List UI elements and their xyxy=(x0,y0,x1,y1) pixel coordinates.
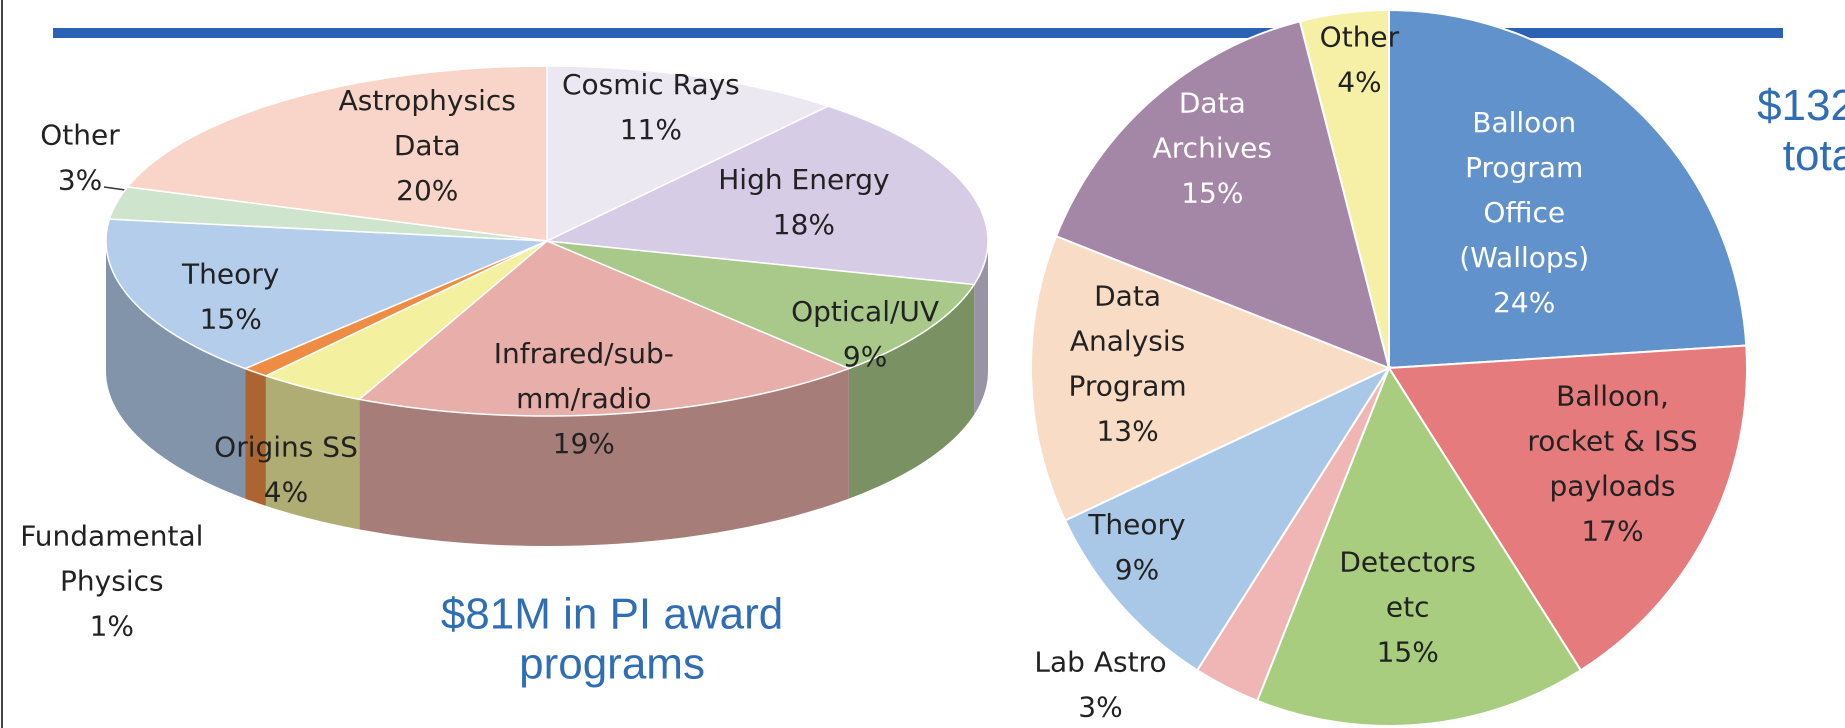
slice-label: Balloon, rocket & ISS payloads xyxy=(1527,379,1697,502)
slice-label: Infrared/sub-mm/radio xyxy=(494,337,674,415)
slice-label: Balloon Program Office (Wallops) xyxy=(1459,106,1589,274)
slice-value: 9% xyxy=(843,340,887,373)
slice-value: 9% xyxy=(1115,553,1159,586)
pie-slice xyxy=(546,65,831,243)
slice-label: Data Archives xyxy=(1153,86,1272,164)
slice-label: Origins SS xyxy=(214,430,358,463)
slice-value: 15% xyxy=(200,302,262,335)
slice-value: 1% xyxy=(90,610,134,643)
slice-value: 17% xyxy=(1581,514,1643,547)
pie-slice xyxy=(1030,234,1392,522)
slice-label: High Energy xyxy=(718,163,889,196)
chart-title: $132Mtotal xyxy=(1757,81,1845,180)
slice-label: Optical/UV xyxy=(791,295,939,328)
pie-slice xyxy=(1063,365,1392,672)
slice-label: Lab Astro xyxy=(1034,646,1166,679)
pie-side xyxy=(848,284,975,499)
slice-value: 13% xyxy=(1096,414,1158,447)
pie-slice xyxy=(1255,365,1583,727)
chart-title: $81M in PI award programs xyxy=(441,589,783,688)
slice-label: Astrophysics Data xyxy=(339,84,516,162)
slice-value: 3% xyxy=(1078,691,1122,724)
pie-slice xyxy=(105,218,548,370)
pie-slice xyxy=(544,105,989,286)
pie-slice xyxy=(1388,8,1748,370)
pie-side xyxy=(359,368,849,546)
slice-label: Detectors etc xyxy=(1339,546,1476,624)
slice-value: 4% xyxy=(1337,66,1381,99)
slice-label: Cosmic Rays xyxy=(562,68,740,101)
slice-value: 11% xyxy=(620,113,682,146)
slice-label: Data Analysis Program xyxy=(1068,279,1186,402)
pie-slice xyxy=(126,65,548,242)
pie-slice xyxy=(1054,20,1391,370)
slice-value: 24% xyxy=(1493,286,1555,319)
slice-label: Fundamental Physics xyxy=(20,520,203,598)
slice-value: 18% xyxy=(773,208,835,241)
pie-slice xyxy=(1387,344,1748,672)
pie-slice xyxy=(357,240,851,417)
slice-value: 15% xyxy=(1181,176,1243,209)
slice-value: 3% xyxy=(58,163,102,196)
pie-side xyxy=(265,375,360,530)
slice-label: Other xyxy=(40,118,120,151)
slice-value: 20% xyxy=(396,174,458,207)
pie-slice xyxy=(546,240,976,370)
pie-slice xyxy=(1298,8,1390,369)
slice-value: 4% xyxy=(264,475,308,508)
slice-label: Theory xyxy=(1087,508,1185,541)
slice-value: 19% xyxy=(553,427,615,460)
pie-slice xyxy=(243,240,548,377)
pie-side xyxy=(106,241,246,499)
slice-label: Theory xyxy=(181,257,279,290)
slice-value: 15% xyxy=(1377,636,1439,669)
pie-side xyxy=(974,241,988,415)
pie-slice xyxy=(263,240,548,401)
slice-label: Other xyxy=(1320,21,1400,54)
pie-side xyxy=(245,368,266,506)
